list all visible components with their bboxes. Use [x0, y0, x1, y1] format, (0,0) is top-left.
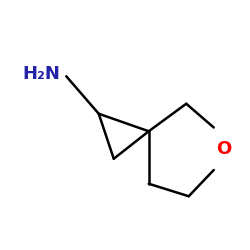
Text: O: O: [216, 140, 232, 158]
Text: H₂N: H₂N: [22, 65, 60, 83]
